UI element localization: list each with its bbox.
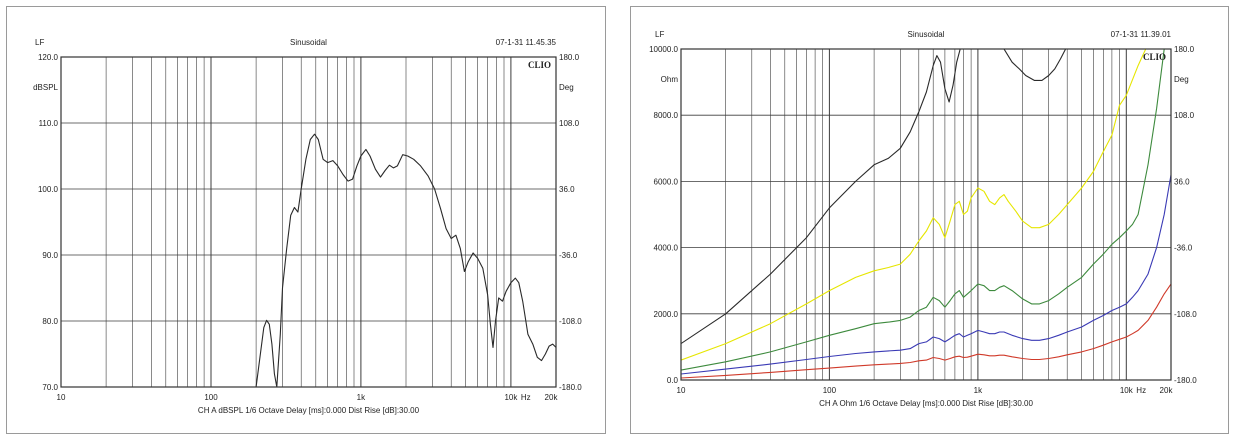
y2-tick-label: -180.0 — [559, 383, 582, 392]
y2-tick-label: -36.0 — [559, 251, 578, 260]
y2-tick-label: -36.0 — [1174, 244, 1193, 253]
x-tick-label: 1k — [357, 393, 366, 402]
plot-frame — [60, 56, 557, 388]
series-line-3 — [681, 49, 1165, 371]
impedance-chart-panel: LF Sinusoidal 07-1-31 11.39.01 0.0 2000.0 400… — [630, 6, 1229, 434]
y-tick-label: 10000.0 — [649, 45, 678, 54]
x-tick-label: 100 — [204, 393, 218, 402]
x-tick-label: 10 — [57, 393, 66, 402]
x-tick-label: 20k — [545, 393, 559, 402]
series-line-0 — [255, 133, 556, 387]
y2-tick-label: 108.0 — [1174, 111, 1195, 120]
header-mode-label: Sinusoidal — [290, 38, 327, 47]
y-tick-label: 120.0 — [38, 53, 59, 62]
header-left-label: LF — [35, 38, 44, 47]
y-tick-label: 2000.0 — [654, 310, 679, 319]
y-tick-label: 80.0 — [42, 317, 58, 326]
footer-settings: CH A Ohm 1/6 Octave Delay [ms]:0.000 Dis… — [819, 399, 1033, 408]
spl-chart: LF Sinusoidal 07-1-31 11.45.35 70.0 80.0 90.0… — [33, 38, 582, 415]
y-tick-label: 100.0 — [38, 185, 59, 194]
clio-brand-label: CLIO — [1143, 52, 1166, 62]
y2-tick-label: -180.0 — [1174, 376, 1197, 385]
y2-tick-label: 36.0 — [1174, 177, 1190, 186]
series-line-4 — [681, 174, 1171, 375]
y-tick-label: 6000.0 — [654, 177, 679, 186]
y2-unit-label: Deg — [559, 83, 574, 92]
x-tick-label: 100 — [823, 386, 837, 395]
header-left-label: LF — [655, 30, 664, 39]
header-mode-label: Sinusoidal — [908, 30, 945, 39]
y-tick-label: 90.0 — [42, 251, 58, 260]
y-unit-label: dBSPL — [33, 83, 58, 92]
header-timestamp: 07-1-31 11.39.01 — [1111, 30, 1172, 39]
y-tick-label: 0.0 — [667, 376, 679, 385]
y-unit-label: Ohm — [661, 75, 679, 84]
series-line-0 — [681, 49, 961, 345]
y-tick-label: 110.0 — [39, 119, 59, 128]
y2-tick-label: 180.0 — [1174, 45, 1195, 54]
series-line-5 — [681, 283, 1171, 379]
x-tick-label: 10k — [504, 393, 518, 402]
header-timestamp: 07-1-31 11.45.35 — [496, 38, 557, 47]
plot-frame — [680, 48, 1172, 381]
y2-tick-label: 108.0 — [559, 119, 580, 128]
y-tick-label: 8000.0 — [654, 111, 679, 120]
y2-tick-label: -108.0 — [559, 317, 582, 326]
x-tick-label: 10 — [677, 386, 686, 395]
y2-tick-label: 36.0 — [559, 185, 575, 194]
y2-tick-label: 180.0 — [559, 53, 580, 62]
y-tick-label: 70.0 — [42, 383, 58, 392]
y2-tick-label: -108.0 — [1174, 310, 1197, 319]
y2-unit-label: Deg — [1174, 75, 1189, 84]
x-unit-label: Hz — [1136, 386, 1146, 395]
impedance-frequency-response-panel: LF Sinusoidal 07-1-31 11.45.35 70.0 80.0 90.0… — [6, 6, 606, 434]
series-line-1 — [1003, 49, 1067, 81]
x-tick-label: 1k — [974, 386, 983, 395]
footer-settings: CH A dBSPL 1/6 Octave Delay [ms]:0.000 D… — [198, 406, 420, 415]
series-line-2 — [681, 49, 1147, 361]
impedance-chart: LF Sinusoidal 07-1-31 11.39.01 0.0 2000.0 400… — [649, 30, 1197, 408]
x-tick-label: 20k — [1160, 386, 1174, 395]
x-tick-label: 10k — [1120, 386, 1134, 395]
clio-brand-label: CLIO — [528, 60, 551, 70]
x-unit-label: Hz — [521, 393, 531, 402]
y-tick-label: 4000.0 — [654, 244, 679, 253]
